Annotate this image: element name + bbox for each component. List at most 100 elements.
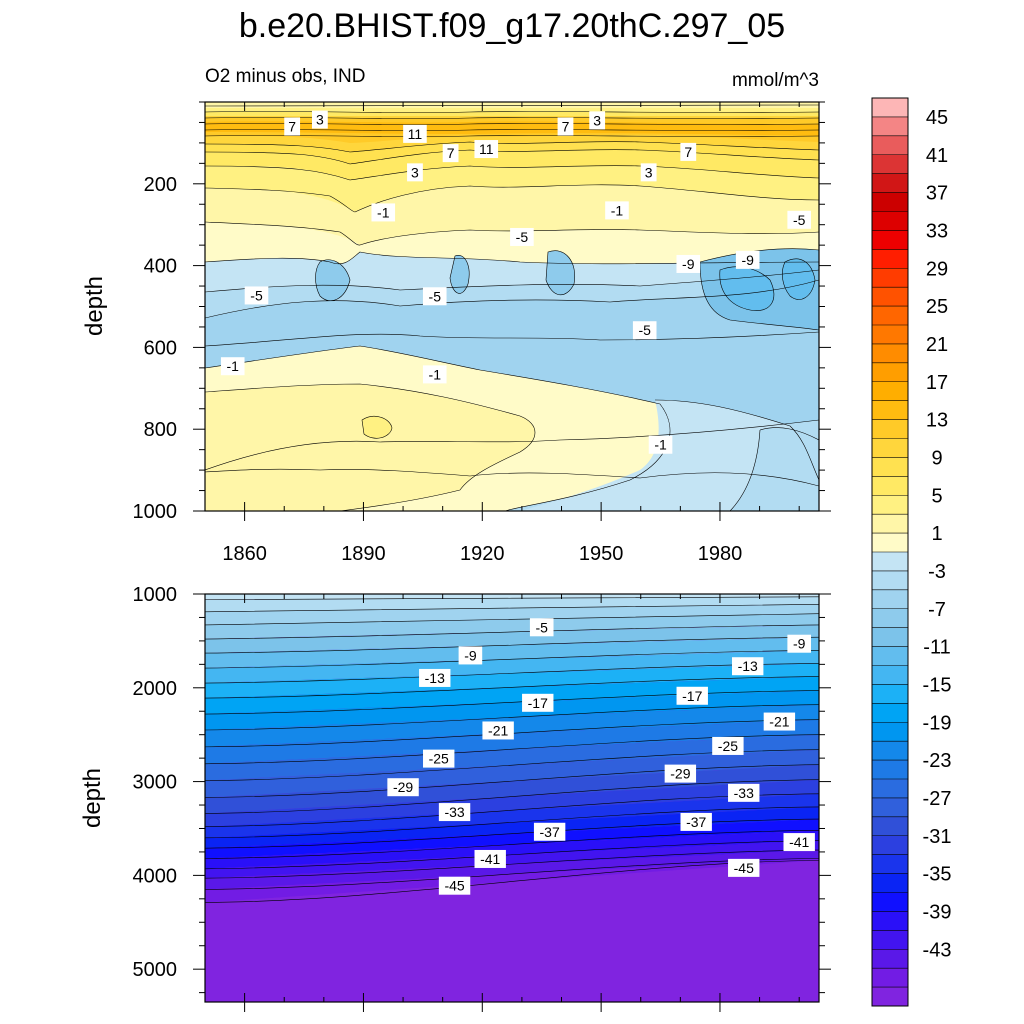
contour-label: -5: [529, 618, 554, 637]
colorbar-swatch: [872, 873, 908, 893]
y-tick-label: 1000: [133, 584, 178, 606]
contour-line: [205, 596, 819, 600]
svg-text:-1: -1: [377, 204, 390, 220]
svg-text:7: 7: [288, 119, 296, 135]
svg-text:-1: -1: [611, 202, 624, 218]
colorbar-swatch: [872, 646, 908, 666]
svg-text:3: 3: [593, 112, 601, 128]
contour-label: -21: [482, 721, 514, 740]
field-band: [719, 266, 774, 311]
contour-line: [205, 779, 819, 814]
field-band: [730, 427, 819, 511]
colorbar-swatch: [872, 608, 908, 628]
colorbar-label: 5: [931, 485, 942, 507]
colorbar-swatch: [872, 741, 908, 761]
chart-subtitle-left: O2 minus obs, IND: [205, 66, 366, 87]
colorbar-label: -11: [923, 637, 950, 659]
contour-line: [205, 649, 819, 669]
colorbar-label: 37: [926, 183, 948, 205]
contour-line: [205, 830, 819, 859]
units-label: mmol/m^3: [732, 70, 819, 91]
contour-label: -21: [763, 712, 796, 731]
colorbar-swatch: [872, 400, 908, 420]
contour-label: -37: [533, 822, 566, 841]
svg-text:7: 7: [684, 144, 692, 160]
colorbar-swatch: [872, 703, 908, 723]
field-band: [205, 624, 819, 654]
colorbar-swatch: [872, 552, 908, 572]
colorbar-frame: [871, 97, 909, 1007]
upper-panel: [205, 102, 819, 511]
contour-label: -5: [510, 227, 534, 246]
contour-label: -1: [605, 201, 629, 220]
svg-text:-1: -1: [654, 437, 667, 453]
colorbar-label: -7: [928, 599, 946, 621]
colorbar-swatch: [872, 249, 908, 269]
colorbar-swatch: [872, 438, 908, 458]
contour-label: -41: [783, 833, 815, 852]
contour-labels-lower: -5 -9 -9 -13 -13 -17 -17 -21 -21 -25 -25 -29 -29 -33 -…: [387, 618, 815, 895]
contour-label: -37: [680, 812, 712, 831]
field-band: [205, 690, 819, 730]
contour-label: -17: [676, 686, 708, 705]
y-tick-label: 1000: [133, 501, 178, 523]
svg-text:-45: -45: [734, 860, 754, 876]
colorbar-swatch: [872, 760, 908, 780]
colorbar-label: 9: [931, 447, 942, 469]
colorbar-labels: 45 41 37 33 29 25 21 17 13 9 5 1 -3 -7 -11 -15 -19 -23 -27…: [923, 107, 952, 961]
colorbar-swatch: [872, 835, 908, 855]
contour-label: -1: [648, 435, 673, 454]
contour-label: -33: [438, 803, 471, 822]
colorbar-swatch: [872, 589, 908, 610]
colorbar-swatch: [872, 343, 908, 364]
y-tick-label: 5000: [133, 959, 178, 981]
svg-text:-33: -33: [734, 785, 754, 801]
contour-label: -45: [438, 876, 471, 895]
field-band: [315, 259, 350, 301]
svg-text:-21: -21: [769, 714, 789, 730]
contour-label: -33: [728, 783, 760, 802]
colorbar-swatch: [872, 116, 908, 137]
colorbar-label: 25: [926, 296, 948, 318]
field-band: [205, 830, 819, 869]
colorbar-swatch: [872, 665, 908, 685]
svg-text:-25: -25: [429, 751, 449, 767]
lower-y-axis-label: depth: [79, 768, 106, 828]
x-tick-label: 1890: [341, 543, 386, 565]
svg-text:-29: -29: [393, 779, 413, 795]
field-band: [205, 384, 535, 511]
chart-title: b.e20.BHIST.f09_g17.20thC.297_05: [239, 7, 785, 45]
colorbar-swatch: [872, 816, 908, 837]
colorbar-swatch: [872, 684, 908, 704]
contour-label: -25: [423, 749, 455, 768]
colorbar-swatch: [872, 287, 908, 307]
colorbar-label: -23: [923, 750, 952, 772]
colorbar-label: -31: [923, 826, 952, 848]
field-band: [205, 102, 819, 108]
field-band: [205, 637, 819, 669]
svg-text:3: 3: [411, 164, 419, 180]
svg-text:-33: -33: [444, 804, 464, 820]
y-tick-label: 200: [144, 174, 177, 196]
colorbar-swatch: [872, 949, 908, 969]
field-band: [205, 108, 819, 112]
colorbar-swatch: [872, 419, 908, 439]
field-band: [205, 793, 819, 838]
colorbar-label: -43: [923, 939, 952, 961]
field-band: [205, 858, 819, 903]
contour-label: -1: [422, 365, 447, 384]
colorbar-label: 33: [926, 220, 948, 242]
svg-text:-5: -5: [516, 229, 529, 245]
contour-label: -25: [712, 736, 744, 755]
colorbar-swatch: [872, 892, 908, 912]
contour-label: -17: [522, 693, 554, 712]
contour-label: -13: [419, 668, 451, 687]
contour-line: [205, 849, 819, 879]
svg-text:-17: -17: [528, 695, 548, 711]
contour-line: [205, 624, 819, 640]
contour-line: [205, 806, 819, 839]
contour-line: [205, 636, 819, 654]
field-band: [205, 613, 819, 640]
svg-text:7: 7: [562, 119, 570, 135]
svg-text:-5: -5: [638, 322, 651, 338]
